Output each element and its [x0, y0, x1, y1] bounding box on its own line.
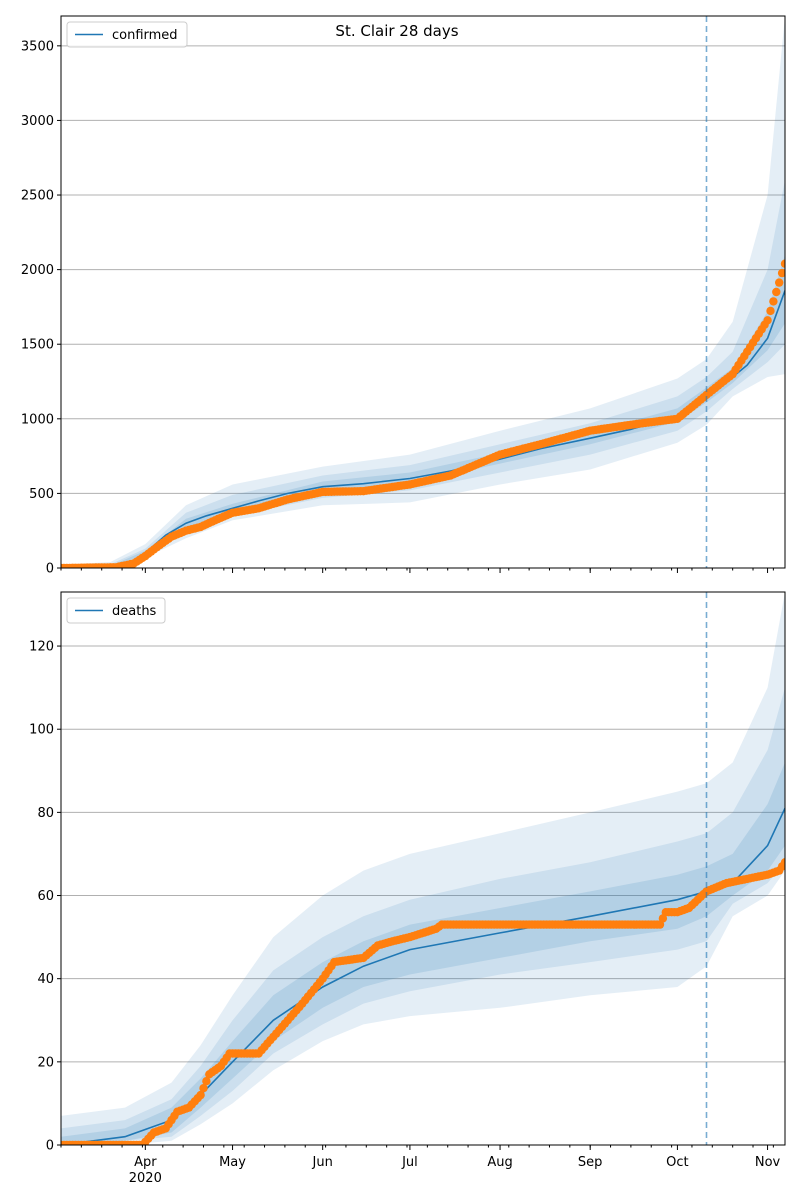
observed-point	[780, 259, 785, 268]
x-tick-label: Apr	[134, 1155, 157, 1170]
axes-frame	[60, 15, 786, 569]
observed-point	[196, 1090, 205, 1100]
observed-point	[766, 306, 775, 316]
y-tick-label: 80	[37, 806, 54, 821]
uncertainty-band	[61, 687, 785, 1145]
legend: confirmed	[66, 21, 188, 48]
y-tick-label: 0	[46, 562, 54, 577]
y-tick-label: 120	[29, 640, 54, 655]
y-tick-label: 3000	[21, 114, 54, 129]
y-tick-label: 1000	[21, 412, 54, 427]
observed-point	[775, 278, 784, 287]
confirmed-panel: 0 500 1000 1500 2000 2500 3000 3500 confirmed	[21, 15, 786, 577]
legend: deaths	[66, 597, 166, 624]
plot-area	[61, 16, 785, 568]
observed-point	[772, 287, 781, 297]
chart-title: St. Clair 28 days	[335, 22, 458, 40]
x-axis: 2020	[129, 1171, 162, 1186]
x-year-label: 2020	[129, 1171, 162, 1186]
x-tick-label: Aug	[487, 1155, 512, 1170]
legend-box	[66, 21, 188, 48]
legend-box	[66, 597, 166, 624]
observed-point	[763, 316, 772, 325]
y-tick-label: 2500	[21, 189, 54, 204]
uncertainty-band	[61, 180, 785, 568]
legend-label: deaths	[112, 604, 157, 619]
uncertainty-band	[61, 592, 785, 1145]
y-tick-label: 3500	[21, 39, 54, 54]
legend-label: confirmed	[112, 28, 178, 43]
x-tick-label: Nov	[755, 1155, 781, 1170]
observed-point	[769, 297, 778, 306]
y-tick-label: 1500	[21, 338, 54, 353]
axes-frame	[60, 591, 786, 1146]
y-tick-label: 500	[29, 487, 54, 502]
y-tick-label: 40	[37, 972, 54, 987]
observed-point	[199, 1084, 208, 1093]
x-tick-label: Oct	[666, 1155, 688, 1170]
y-tick-label: 20	[37, 1055, 54, 1070]
y-tick-label: 60	[37, 889, 54, 904]
plot-area	[61, 592, 785, 1145]
x-tick-label: May	[219, 1155, 246, 1170]
x-tick-label: Sep	[578, 1155, 603, 1170]
observed-point	[780, 858, 785, 867]
deaths-panel: 0 20 40 60 80 100 120 Apr May Jun Jul Aug Sep Oct Nov d…	[29, 591, 786, 1170]
y-tick-label: 2000	[21, 263, 54, 278]
observed-point	[202, 1077, 211, 1086]
x-tick-label: Jun	[312, 1155, 333, 1170]
observed-point	[777, 268, 785, 278]
y-tick-label: 0	[46, 1139, 54, 1154]
x-tick-label: Jul	[401, 1155, 418, 1170]
y-tick-label: 100	[29, 723, 54, 738]
